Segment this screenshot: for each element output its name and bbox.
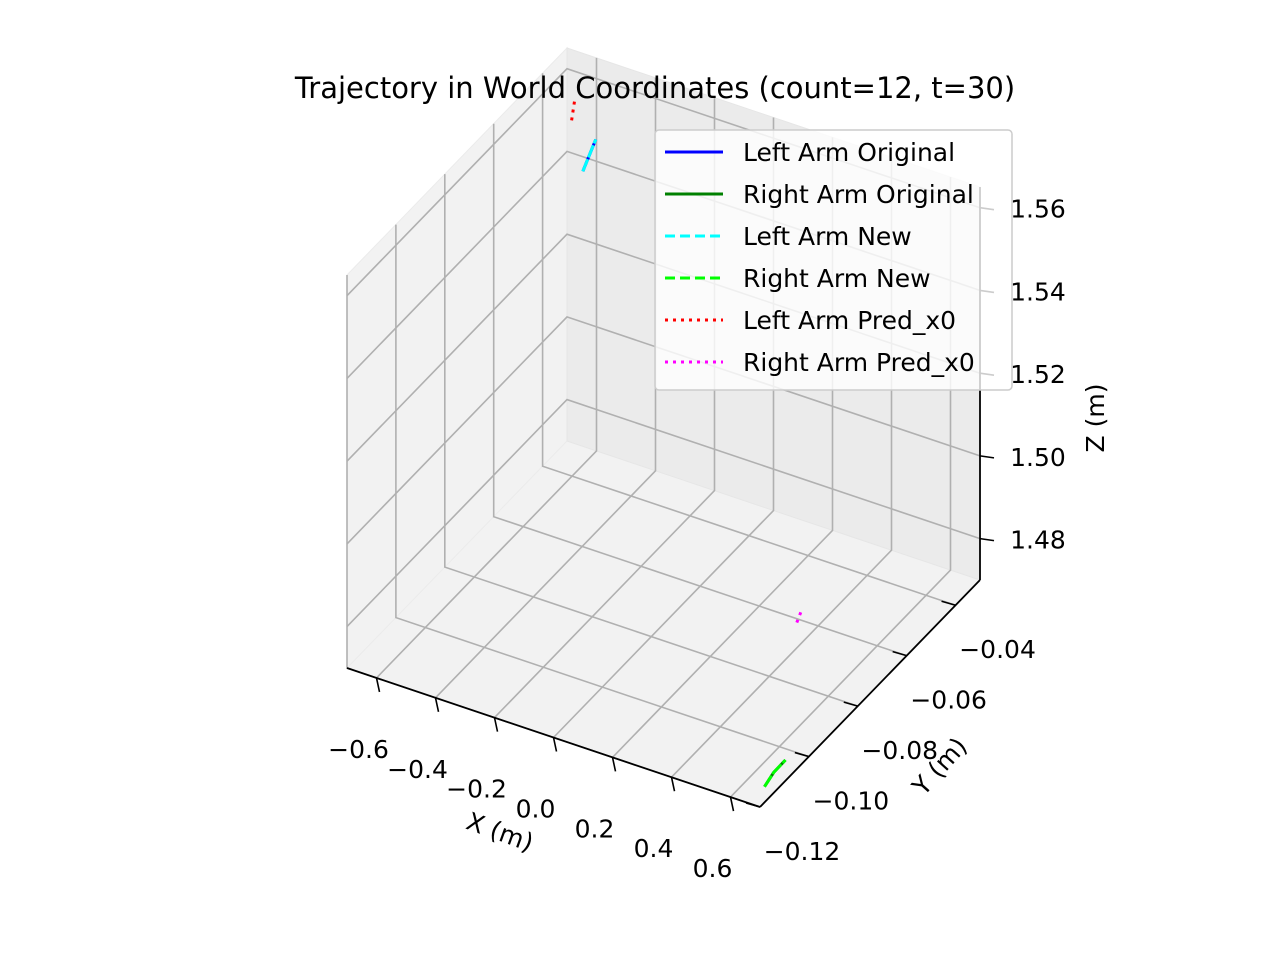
y-tick <box>941 600 956 606</box>
y-tick <box>892 650 907 657</box>
x-tick <box>611 757 617 772</box>
x-gridline <box>375 57 598 679</box>
legend-label: Left Arm Original <box>743 138 955 167</box>
series-line-3 <box>581 138 598 172</box>
z-tick-label: 1.56 <box>1010 195 1066 224</box>
y-axis-line <box>759 579 981 808</box>
x-tick <box>375 677 381 693</box>
x-tick-label: −0.6 <box>328 735 389 764</box>
legend-label: Left Arm Pred_x0 <box>743 306 956 335</box>
y-tick-label: −0.08 <box>861 736 938 765</box>
y-tick-label: −0.12 <box>764 837 841 866</box>
x-tick <box>434 697 440 712</box>
z-axis-label: Z (m) <box>1081 384 1110 453</box>
x-tick-label: 0.2 <box>575 814 615 843</box>
z-tick-label: 1.54 <box>1010 277 1066 306</box>
y-tick-label: −0.06 <box>910 686 987 715</box>
series-line-4 <box>763 758 787 788</box>
y-gridline <box>492 123 907 657</box>
x-tick-label: 0.0 <box>516 795 556 824</box>
y-tick <box>745 802 761 808</box>
z-tick <box>979 455 995 459</box>
data-series <box>570 100 804 788</box>
legend: Left Arm Original Right Arm Original Left … <box>654 129 1013 391</box>
z-gridline <box>346 315 981 545</box>
series-line-5 <box>570 100 577 121</box>
x-tick-label: 0.6 <box>693 854 733 883</box>
y-tick-label: −0.04 <box>959 635 1036 664</box>
y-gridline <box>443 174 859 707</box>
x-tick-label: −0.4 <box>387 755 448 784</box>
z-gridline <box>346 398 981 628</box>
x-tick-label: 0.4 <box>634 834 674 863</box>
legend-label: Right Arm Original <box>743 180 974 209</box>
y-gridline <box>395 224 810 758</box>
x-tick <box>670 777 676 792</box>
x-tick <box>493 717 499 732</box>
legend-label: Left Arm New <box>743 222 912 251</box>
z-tick-label: 1.48 <box>1010 526 1066 555</box>
y-tick-label: −0.10 <box>813 787 890 816</box>
y-gridline <box>541 73 956 606</box>
chart-title: Trajectory in World Coordinates (count=1… <box>294 71 1015 105</box>
y-tick <box>843 701 858 707</box>
z-tick-label: 1.50 <box>1010 443 1066 472</box>
z-tick-label: 1.52 <box>1010 360 1066 389</box>
y-tick <box>794 751 810 758</box>
x-tick-label: −0.2 <box>446 775 507 804</box>
series-line-6 <box>795 608 804 624</box>
legend-label: Right Arm Pred_x0 <box>743 348 975 377</box>
axis-lines: −0.6−0.4−0.2 0.0 0.2 0.4 0.6 −0.12 −0.10 −0.08 −… <box>328 187 1066 883</box>
legend-label: Right Arm New <box>743 264 931 293</box>
z-tick <box>979 537 995 542</box>
x-tick <box>552 737 558 752</box>
x-tick <box>729 796 735 812</box>
legend-box <box>654 129 1013 391</box>
